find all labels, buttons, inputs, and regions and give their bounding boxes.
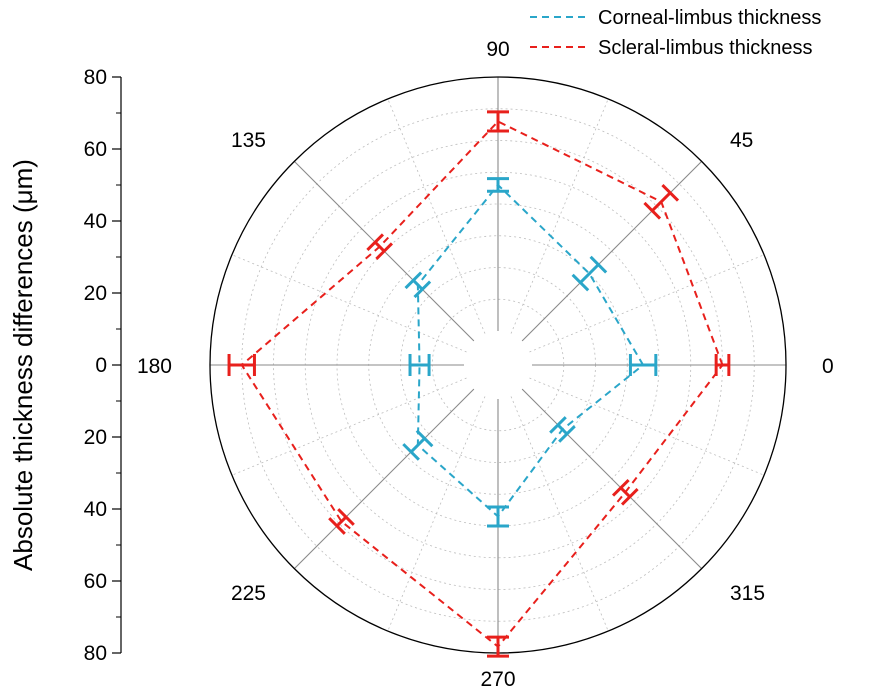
radial-tick-label: 60	[84, 570, 107, 593]
error-bar-stem	[374, 241, 386, 253]
grid-spoke-minor	[231, 254, 467, 353]
inner-hole	[464, 331, 532, 399]
grid-spoke-minor	[387, 396, 486, 632]
angle-label: 225	[231, 582, 266, 605]
grid-spoke-minor	[529, 254, 765, 353]
angle-label: 135	[231, 129, 266, 152]
radial-tick-label: 40	[84, 498, 107, 521]
error-bar	[402, 429, 434, 461]
error-bar	[227, 354, 256, 376]
error-bar	[611, 478, 639, 506]
error-bar-cap	[661, 183, 680, 202]
radial-tick-label: 20	[84, 426, 107, 449]
legend: Corneal-limbus thickness Scleral-limbus t…	[530, 7, 821, 59]
radial-tick-label: 80	[84, 642, 107, 665]
error-bar	[643, 183, 680, 220]
grid-spoke-minor	[510, 396, 609, 632]
error-bar-cap	[402, 443, 420, 461]
error-bar-cap	[413, 280, 432, 299]
error-bar-cap	[337, 508, 355, 526]
series-layer	[227, 110, 731, 658]
error-bar-cap	[643, 201, 662, 220]
error-bar	[487, 177, 509, 193]
angle-label: 45	[730, 129, 753, 152]
error-bar-cap	[558, 425, 576, 443]
error-bar-cap	[415, 429, 434, 448]
error-bar	[487, 110, 509, 133]
legend-label: Corneal-limbus thickness	[598, 7, 821, 29]
y-axis-label: Absolute thickness differences (μm)	[8, 159, 38, 571]
error-bar-stem	[410, 437, 426, 453]
error-bar-stem	[412, 279, 424, 291]
grid-spoke-minor	[510, 98, 609, 334]
error-bar	[549, 416, 576, 443]
error-bar-stem	[556, 423, 569, 436]
angle-label: 315	[730, 582, 765, 605]
error-bar-cap	[589, 255, 608, 274]
error-bar	[404, 271, 432, 299]
radial-tick-label: 80	[84, 66, 107, 89]
angle-label: 90	[486, 38, 509, 61]
angle-spoke	[521, 388, 703, 570]
error-bar-cap	[404, 271, 423, 290]
error-bar	[714, 354, 731, 376]
error-bar	[328, 508, 355, 535]
error-bar-cap	[549, 416, 567, 434]
radial-tick-label: 20	[84, 282, 107, 305]
error-bar-cap	[328, 517, 346, 535]
angle-labels: 0 45 90 135 180 225 270 315	[137, 38, 834, 691]
error-bar-cap	[620, 487, 639, 506]
grid-spoke-minor	[529, 377, 765, 476]
error-bar-stem	[651, 191, 672, 212]
series-line	[416, 183, 645, 518]
angle-label: 0	[822, 355, 834, 378]
error-bar-cap	[366, 233, 385, 252]
error-bar	[487, 505, 509, 528]
error-bar-stem	[335, 515, 348, 528]
radial-tick-label: 60	[84, 138, 107, 161]
angle-spoke	[521, 160, 703, 342]
radial-axis: 80 60 40 20 0 20 40 60 80	[84, 66, 122, 665]
error-bar-cap	[611, 478, 630, 497]
grid-spoke-minor	[231, 377, 467, 476]
error-bar	[487, 635, 509, 658]
angle-label: 180	[137, 355, 172, 378]
error-bar-stem	[619, 486, 631, 498]
error-bar-cap	[571, 273, 590, 292]
grid-spoke-minor	[387, 98, 486, 334]
radial-tick-label: 40	[84, 210, 107, 233]
radial-tick-label: 0	[95, 354, 107, 377]
angle-label: 270	[480, 668, 515, 691]
error-bar	[408, 354, 431, 376]
error-bar-cap	[375, 242, 393, 260]
error-bar-stem	[579, 263, 600, 284]
error-bar	[571, 255, 608, 292]
angle-spoke	[293, 388, 475, 570]
legend-label: Scleral-limbus thickness	[598, 37, 813, 59]
error-bar	[628, 354, 658, 376]
error-bar	[366, 233, 393, 260]
